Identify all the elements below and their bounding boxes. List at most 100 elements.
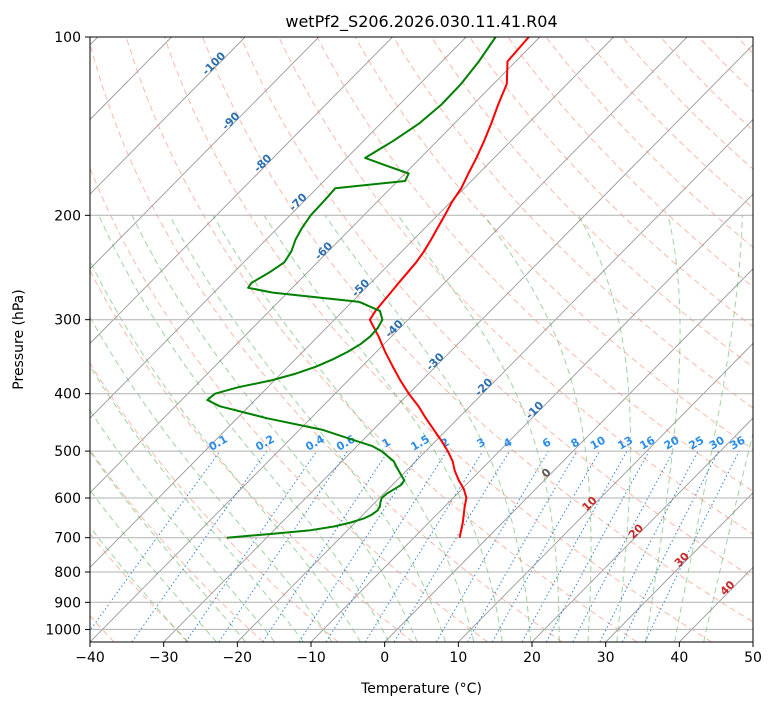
dry-adiabat-line: [125, 37, 638, 642]
x-tick-label: −30: [149, 650, 179, 666]
mixing-ratio-label: 16: [637, 433, 657, 452]
background-lines: [90, 37, 753, 642]
dry-adiabat-line: [660, 37, 753, 131]
chart-title: wetPf2_S206.2026.030.11.41.R04: [285, 12, 557, 32]
mixing-ratio-line: [262, 450, 389, 642]
x-tick-label: −40: [75, 650, 105, 666]
mixing-ratio-label: 25: [686, 434, 706, 453]
mixing-ratio-label: 8: [569, 436, 582, 451]
dry-adiabat-label: -20: [472, 375, 495, 398]
mixing-ratio-line: [364, 450, 484, 642]
dry-adiabat-line: [90, 362, 339, 642]
y-tick-label: 600: [54, 491, 81, 507]
moist-adiabat-line: [90, 450, 247, 642]
isotherm-line: [90, 37, 688, 642]
moist-adiabat-line: [90, 489, 217, 642]
moist-adiabat-line: [212, 215, 475, 642]
mixing-ratio-label: 30: [707, 433, 727, 452]
mixing-ratio-line: [644, 450, 740, 642]
plot-frame: [89, 36, 754, 643]
mixing-ratio-line: [185, 450, 318, 642]
moist-adiabat-line: [90, 315, 333, 642]
isotherm-line: [752, 641, 753, 642]
dry-adiabat-line: [545, 37, 753, 248]
moist-adiabat-line: [169, 215, 446, 642]
x-axis: −40 −30 −20 −10 0 10 20 30 40 50: [75, 642, 762, 666]
mixing-ratio-label: 0.2: [253, 433, 276, 454]
moist-adiabat-line: [98, 215, 390, 642]
isotherm-line: [90, 37, 320, 270]
moist-adiabat-line: [90, 259, 362, 642]
x-tick-label: 20: [523, 650, 541, 666]
moist-adiabat-line: [90, 409, 275, 642]
dry-adiabat-label: -80: [251, 151, 274, 174]
x-tick-label: 30: [597, 650, 615, 666]
dry-adiabat-line: [392, 37, 753, 409]
moist-adiabat-label: 10: [580, 494, 600, 514]
dry-adiabat-label: -90: [219, 109, 242, 132]
isotherm-line: [236, 118, 753, 642]
mixing-ratio-label: 6: [540, 435, 553, 450]
isotherm-line: [605, 492, 753, 642]
mixing-ratio-label: 1.5: [409, 433, 432, 454]
moist-adiabat-label: 40: [718, 578, 738, 598]
moist-adiabat-label: 20: [626, 521, 646, 541]
y-axis-label: Pressure (hPa): [11, 289, 27, 389]
dry-adiabat-label: -70: [286, 190, 309, 213]
isotherm-line: [531, 417, 753, 642]
isotherm-line: [678, 566, 753, 642]
y-tick-label: 700: [54, 531, 81, 547]
moist-adiabat-line: [483, 215, 592, 642]
dry-adiabat-line: [202, 37, 753, 623]
y-tick-label: 500: [54, 444, 81, 460]
moist-adiabat-line: [90, 526, 188, 642]
dry-adiabat-label: -50: [349, 276, 372, 299]
dry-adiabat-line: [164, 37, 712, 642]
isotherm-line: [90, 37, 541, 494]
dry-adiabat-line: [583, 37, 753, 209]
moist-adiabat-line: [131, 215, 418, 642]
y-tick-label: 200: [54, 208, 81, 224]
mixing-ratio-label: 1: [380, 436, 393, 451]
x-tick-label: 0: [380, 650, 389, 666]
mixing-ratio-line: [491, 450, 601, 642]
dry-adiabat-line: [354, 37, 753, 450]
mixing-ratio-line: [218, 450, 349, 642]
dry-adiabat-label: -10: [523, 399, 546, 422]
temperature-profile-line: [368, 37, 530, 538]
line-annotations: 0.1 0.2 0.4 0.6 1 1.5 2 3 4 6 8 10 13 16 20 25 30 36-100-…: [200, 49, 748, 598]
mixing-ratio-label: 10: [588, 433, 608, 452]
mixing-ratio-line: [572, 450, 674, 642]
pressure-grid: [90, 37, 753, 630]
x-tick-label: 50: [744, 650, 762, 666]
dry-adiabat-line: [240, 37, 753, 579]
mixing-ratio-label: 13: [615, 434, 635, 453]
x-tick-label: −20: [223, 650, 253, 666]
isotherm-line: [457, 342, 753, 642]
dry-adiabat-line: [90, 449, 264, 642]
moist-adiabat-line: [397, 215, 560, 642]
dry-adiabat-line: [431, 37, 753, 368]
x-tick-label: −10: [296, 650, 326, 666]
mixing-ratio-line: [521, 450, 628, 642]
mixing-ratio-line: [325, 450, 448, 642]
mixing-ratio-line: [545, 450, 650, 642]
dry-adiabat-label: -100: [200, 49, 229, 78]
x-tick-label: 10: [449, 650, 467, 666]
dry-adiabat-line: [469, 37, 753, 328]
y-tick-label: 900: [54, 595, 81, 611]
profile-series: [206, 37, 530, 539]
isotherm-line: [90, 37, 246, 195]
moist-adiabat-line: [645, 215, 681, 642]
isotherm-line: [90, 37, 467, 419]
y-tick-label: 100: [54, 30, 81, 46]
isotherm-line: [90, 37, 393, 345]
y-tick-label: 1000: [45, 622, 81, 638]
dry-adiabat-line: [90, 269, 414, 642]
mixing-ratio-line: [90, 450, 221, 632]
x-tick-label: 40: [670, 650, 688, 666]
y-axis: 1000 900 800 700 600 500 400 300 200 100: [45, 30, 90, 638]
mixing-ratio-line: [131, 450, 268, 642]
mixing-ratio-label: 0.1: [206, 433, 229, 454]
